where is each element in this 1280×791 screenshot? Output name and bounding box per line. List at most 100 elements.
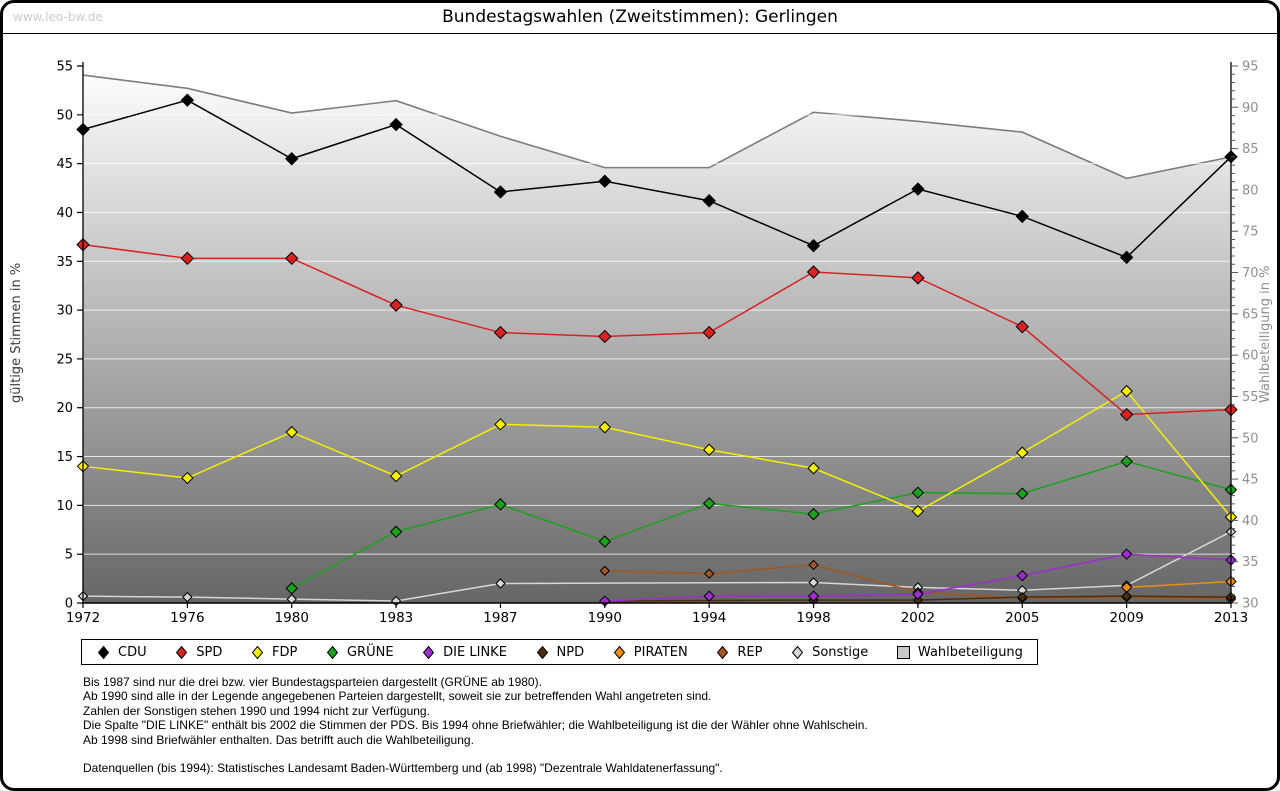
right-tick-label: 85 [1242, 142, 1259, 157]
x-tick-label: 2009 [1109, 610, 1143, 626]
legend-item-piraten: PIRATEN [612, 645, 688, 660]
right-tick-label: 75 [1242, 225, 1259, 240]
legend-label-die-linke: DIE LINKE [443, 644, 507, 660]
data-point-SPD [598, 329, 612, 344]
legend-item-cdu: CDU [96, 645, 147, 660]
series-line-PIRATEN [1126, 580, 1232, 589]
left-tick-label: 20 [56, 401, 73, 416]
page-title: Bundestagswahlen (Zweitstimmen): Gerling… [442, 7, 838, 27]
die-linke-marker-icon [423, 645, 435, 659]
data-point-FDP [1120, 384, 1133, 398]
x-tick-label: 1983 [379, 610, 413, 626]
sonstige-marker-icon [791, 645, 804, 659]
x-tick-label: 1990 [588, 610, 622, 626]
note-spacer [83, 747, 868, 761]
x-tick-label: 1972 [66, 610, 100, 626]
right-tick-label: 65 [1242, 307, 1259, 322]
note-source-line: Datenquellen (bis 1994): Statistisches L… [83, 761, 723, 776]
data-point-GRÜNE [807, 507, 820, 521]
legend-label-rep: REP [737, 644, 763, 660]
data-point-FDP [807, 462, 820, 475]
x-tick-label: 1994 [692, 610, 726, 626]
data-point-FDP [911, 505, 925, 518]
data-point-GRÜNE [1016, 487, 1029, 500]
election-line-chart: 0 5 10 15 20 25 30 35 40 45 50 55 30 35 40 45 50 55 60 65 70… [56, 60, 1259, 627]
left-tick-label: 40 [56, 206, 73, 221]
right-tick-label: 70 [1242, 266, 1259, 281]
right-tick-label: 80 [1242, 183, 1259, 198]
left-tick-label: 0 [65, 597, 73, 612]
turnout-line [82, 74, 1232, 180]
legend-item-gr-ne: GRÜNE [325, 645, 394, 660]
left-axis-title: gültige Stimmen in % [9, 262, 24, 403]
data-point-DIE LINKE [1120, 548, 1133, 560]
left-tick-label: 5 [65, 548, 73, 563]
note-line: Die Spalte "DIE LINKE" enthält bis 2002 … [83, 718, 868, 733]
header-divider [3, 33, 1277, 34]
data-point-GRÜNE [389, 525, 403, 538]
legend-label-npd: NPD [556, 644, 585, 660]
data-point-DIE LINKE [807, 590, 820, 602]
legend-item-wahlbeteiligung: Wahlbeteiligung [896, 645, 1023, 660]
data-point-Sonstige [182, 591, 193, 603]
note-line: Ab 1990 sind alle in der Legende angegeb… [83, 689, 712, 704]
series-line-SPD [82, 243, 1232, 416]
left-tick-label: 35 [56, 255, 73, 270]
data-point-FDP [494, 418, 507, 431]
data-point-SPD [493, 325, 508, 340]
series-line-Sonstige [82, 531, 1232, 602]
right-tick-label: 60 [1242, 349, 1259, 364]
data-point-GRÜNE [1120, 455, 1133, 468]
left-tick-label: 10 [56, 499, 73, 514]
data-point-GRÜNE [911, 486, 925, 499]
x-tick-label: 1980 [275, 610, 309, 626]
data-point-SPD [702, 325, 716, 340]
data-point-GRÜNE [494, 498, 507, 511]
data-point-GRÜNE [702, 497, 716, 510]
data-point-FDP [598, 421, 612, 434]
x-tick-label: 1976 [170, 610, 204, 626]
left-tick-label: 45 [56, 157, 73, 172]
right-tick-label: 90 [1242, 101, 1259, 116]
legend-label-wahlbeteiligung: Wahlbeteiligung [917, 644, 1023, 660]
legend-item-rep: REP [715, 645, 762, 660]
turnout-area [83, 75, 1231, 603]
data-point-Sonstige [495, 578, 506, 589]
right-tick-label: 40 [1242, 514, 1259, 529]
note-line: Bis 1987 sind nur die drei bzw. vier Bun… [83, 675, 542, 689]
watermark: www.leo-bw.de [13, 10, 103, 24]
x-tick-label: 1998 [796, 610, 830, 626]
data-point-GRÜNE [285, 582, 298, 595]
data-point-DIE LINKE [912, 588, 924, 600]
x-tick-label: 2005 [1005, 610, 1039, 626]
right-axis-title: Wahlbeteiligung in % [1258, 265, 1273, 403]
data-point-CDU [180, 93, 195, 107]
legend-label-sonstige: Sonstige [812, 644, 869, 660]
data-point-CDU [702, 194, 716, 208]
right-tick-label: 50 [1242, 431, 1259, 446]
data-point-SPD [389, 298, 403, 312]
data-point-CDU [493, 185, 508, 199]
left-tick-label: 15 [56, 450, 73, 465]
data-point-FDP [181, 471, 194, 485]
data-point-CDU [1015, 209, 1029, 224]
series-line-FDP [82, 390, 1232, 518]
series-line-CDU [82, 99, 1232, 259]
data-point-SPD [806, 265, 821, 279]
legend-item-spd: SPD [174, 645, 222, 660]
data-point-FDP [1016, 446, 1029, 459]
data-point-SPD [1119, 407, 1134, 422]
data-point-CDU [285, 152, 299, 166]
data-point-SPD [911, 271, 925, 285]
right-tick-label: 35 [1242, 555, 1259, 570]
x-tick-label: 2002 [901, 610, 935, 626]
npd-marker-icon [536, 645, 548, 659]
spd-marker-icon [176, 645, 188, 659]
cdu-marker-icon [97, 645, 110, 659]
data-point-CDU [806, 238, 821, 253]
chart-legend: CDU SPD FDP GRÜNE DIE LINKE NPD PIRATEN REP Sons… [81, 639, 1038, 665]
right-tick-label: 45 [1242, 473, 1259, 488]
left-tick-label: 50 [56, 108, 73, 123]
footnotes: Bis 1987 sind nur die drei bzw. vier Bun… [83, 675, 868, 776]
